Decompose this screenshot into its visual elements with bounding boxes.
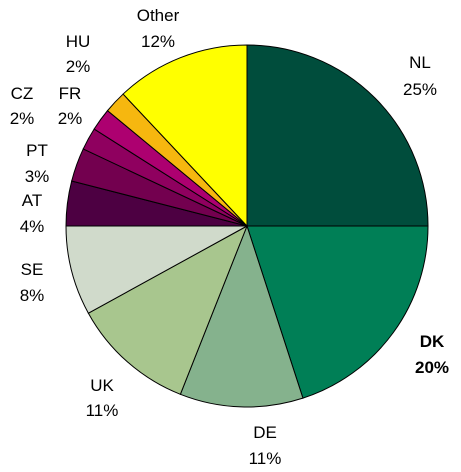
pie-labels: NL 25% DK 20% DE 11% UK 11% SE 8% AT 4% PT 3% CZ 2% FR 2%… [10, 6, 449, 468]
slice-percent-label: 25% [403, 80, 437, 99]
slice-name-label: AT [22, 191, 42, 210]
slice-name-label: DE [253, 423, 277, 442]
slice-percent-label: 3% [25, 167, 50, 186]
slice-name-label: NL [409, 53, 431, 72]
pie-slice-other [122, 44, 248, 228]
pie-slice-se [65, 225, 248, 314]
slice-name-label: SE [21, 260, 44, 279]
slice-name-label: CZ [11, 84, 34, 103]
slice-percent-label: 12% [141, 32, 175, 51]
pie-slice-de [179, 224, 304, 408]
slice-name-label: Other [137, 6, 180, 25]
slice-name-label: DK [420, 332, 445, 351]
slice-percent-label: 11% [249, 449, 282, 468]
slice-name-label: UK [90, 376, 114, 395]
slice-percent-label: 4% [20, 217, 45, 236]
pie-slice-uk [87, 224, 248, 395]
pie-slice-dk [246, 225, 429, 399]
slice-name-label: FR [59, 84, 82, 103]
slice-name-label: HU [66, 32, 91, 51]
pie-slice-nl [246, 44, 429, 227]
slice-percent-label: 11% [86, 401, 119, 420]
slice-name-label: PT [26, 141, 48, 160]
slice-percent-label: 20% [415, 358, 449, 377]
slice-percent-label: 2% [10, 109, 35, 128]
pie-slices [65, 44, 429, 408]
slice-percent-label: 2% [66, 57, 91, 76]
slice-percent-label: 8% [20, 286, 45, 305]
slice-percent-label: 2% [58, 109, 83, 128]
